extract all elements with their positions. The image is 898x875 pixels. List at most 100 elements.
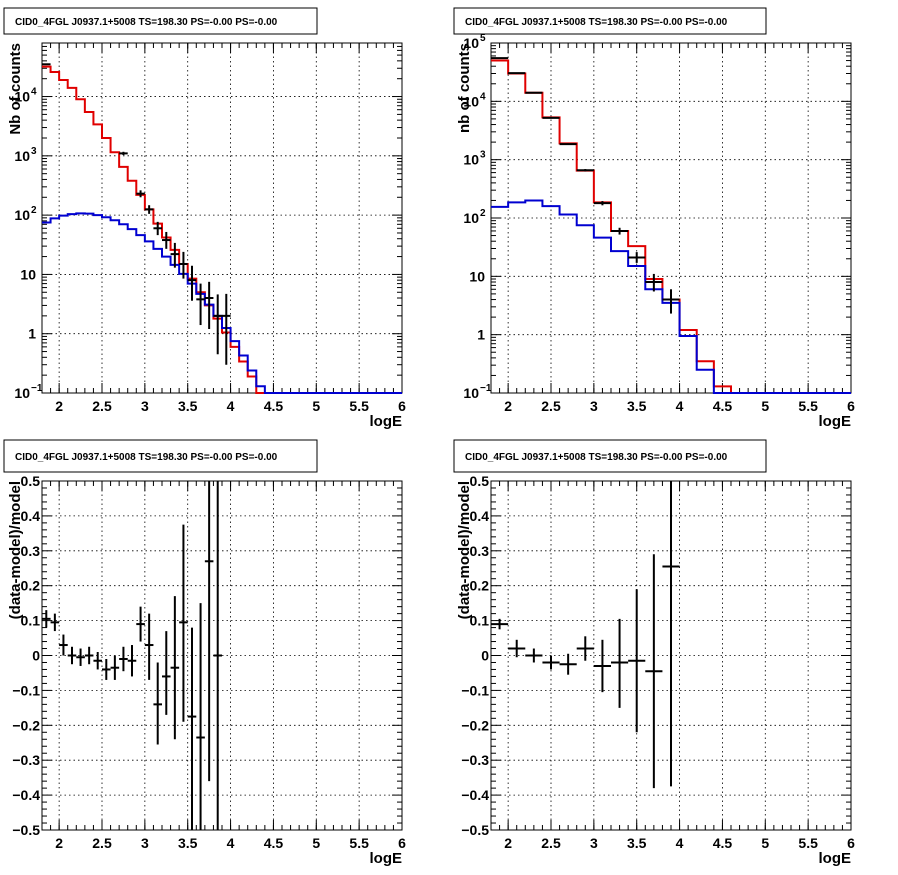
data-point — [213, 481, 222, 830]
y-tick-exponent: 5 — [480, 33, 486, 44]
x-tick-label: 5.5 — [798, 835, 818, 851]
x-tick-label: 4 — [676, 398, 684, 414]
y-tick-label: 10 — [463, 385, 479, 401]
y-tick-label: 10 — [463, 210, 479, 226]
y-tick-label: −0.1 — [461, 682, 489, 698]
data-point — [645, 273, 663, 292]
y-tick-label: 0.2 — [21, 578, 41, 594]
data-point — [144, 613, 154, 680]
data-point — [213, 294, 222, 355]
chart-title: CID0_4FGL J0937.1+5008 TS=198.30 PS=-0.0… — [15, 452, 278, 463]
data-point — [93, 652, 102, 670]
x-tick-label: 2.5 — [541, 398, 561, 414]
data-point — [628, 589, 646, 733]
data-point — [136, 190, 145, 198]
data-point — [144, 205, 154, 214]
plot-frame — [41, 42, 403, 394]
y-tick-exponent: 4 — [480, 91, 486, 102]
x-tick-label: 4 — [227, 835, 235, 851]
data-point — [204, 281, 214, 330]
x-tick-label: 6 — [398, 835, 406, 851]
y-tick-label: 10 — [14, 385, 30, 401]
data-point — [76, 648, 85, 666]
y-tick-label: −0.4 — [12, 787, 40, 803]
y-tick-label: −0.3 — [12, 752, 40, 768]
data-point — [611, 618, 629, 708]
data-point — [542, 116, 560, 119]
data-point — [508, 72, 526, 75]
data-point — [196, 283, 205, 326]
chart-panel-1: CID0_4FGL J0937.1+5008 TS=198.30 PS=-0.0… — [3, 7, 406, 430]
data-point — [662, 481, 680, 787]
data-point — [525, 91, 543, 94]
data-point — [559, 653, 577, 675]
data-point — [593, 201, 611, 206]
data-point — [179, 524, 188, 722]
y-tick-label: 0.4 — [470, 508, 490, 524]
x-tick-label: 3 — [590, 835, 598, 851]
x-tick-label: 2 — [55, 835, 63, 851]
data-point — [84, 646, 94, 665]
data-point — [593, 639, 611, 693]
x-tick-label: 6 — [847, 398, 855, 414]
x-tick-label: 5.5 — [798, 398, 818, 414]
x-tick-label: 5.5 — [349, 398, 369, 414]
data-point — [59, 634, 68, 656]
y-tick-label: 1 — [28, 326, 36, 342]
y-tick-exponent: −1 — [480, 383, 492, 394]
y-tick-label: 0.2 — [470, 578, 490, 594]
y-tick-label: 0.4 — [21, 508, 41, 524]
x-tick-label: 3.5 — [627, 398, 647, 414]
chart-title-box — [3, 439, 318, 473]
data-point — [508, 639, 526, 658]
y-axis-title: (data-model)/model — [456, 481, 473, 619]
data-point — [136, 606, 145, 642]
data-point — [187, 265, 197, 301]
data-point — [645, 554, 663, 789]
chart-panel-2: CID0_4FGL J0937.1+5008 TS=198.30 PS=-0.0… — [453, 7, 855, 430]
y-tick-label: 10 — [14, 148, 30, 164]
data-point — [67, 646, 77, 665]
data-point — [559, 143, 577, 146]
data-point — [196, 603, 205, 830]
series-line-model-total — [491, 59, 851, 394]
data-point — [179, 251, 188, 279]
chart-title: CID0_4FGL J0937.1+5008 TS=198.30 PS=-0.0… — [465, 17, 728, 28]
data-point — [119, 151, 128, 156]
x-tick-label: 2.5 — [92, 398, 112, 414]
data-point — [162, 631, 171, 715]
x-axis-title: logE — [370, 850, 403, 867]
data-point — [576, 169, 594, 172]
series-line-model-total — [42, 65, 402, 394]
y-tick-label: −0.4 — [461, 787, 489, 803]
chart-panel-3: CID0_4FGL J0937.1+5008 TS=198.30 PS=-0.0… — [3, 439, 406, 867]
y-tick-label: 0.5 — [21, 473, 41, 489]
y-tick-label: 0.3 — [470, 543, 490, 559]
x-tick-label: 5 — [312, 835, 320, 851]
y-tick-label: 0 — [481, 648, 489, 664]
x-tick-label: 4.5 — [264, 398, 284, 414]
x-tick-label: 4 — [676, 835, 684, 851]
data-point — [127, 645, 137, 677]
data-point — [611, 227, 629, 235]
x-tick-label: 4.5 — [264, 835, 284, 851]
data-point — [110, 655, 120, 680]
data-point — [628, 252, 646, 263]
data-point — [153, 662, 162, 745]
y-tick-exponent: −1 — [31, 383, 43, 394]
data-point — [153, 221, 162, 236]
y-axis-title: (data-model)/model — [7, 481, 24, 619]
x-tick-label: 3 — [590, 398, 598, 414]
y-tick-label: 10 — [20, 266, 36, 282]
y-tick-exponent: 3 — [31, 146, 37, 157]
data-point — [491, 618, 509, 630]
y-tick-exponent: 4 — [31, 87, 37, 98]
x-tick-label: 2.5 — [541, 835, 561, 851]
series-line-model-source — [491, 199, 851, 394]
x-tick-label: 5.5 — [349, 835, 369, 851]
chart-title-box — [3, 7, 318, 35]
data-point — [662, 289, 680, 314]
y-tick-label: 0.1 — [21, 613, 41, 629]
x-tick-label: 3.5 — [178, 835, 198, 851]
